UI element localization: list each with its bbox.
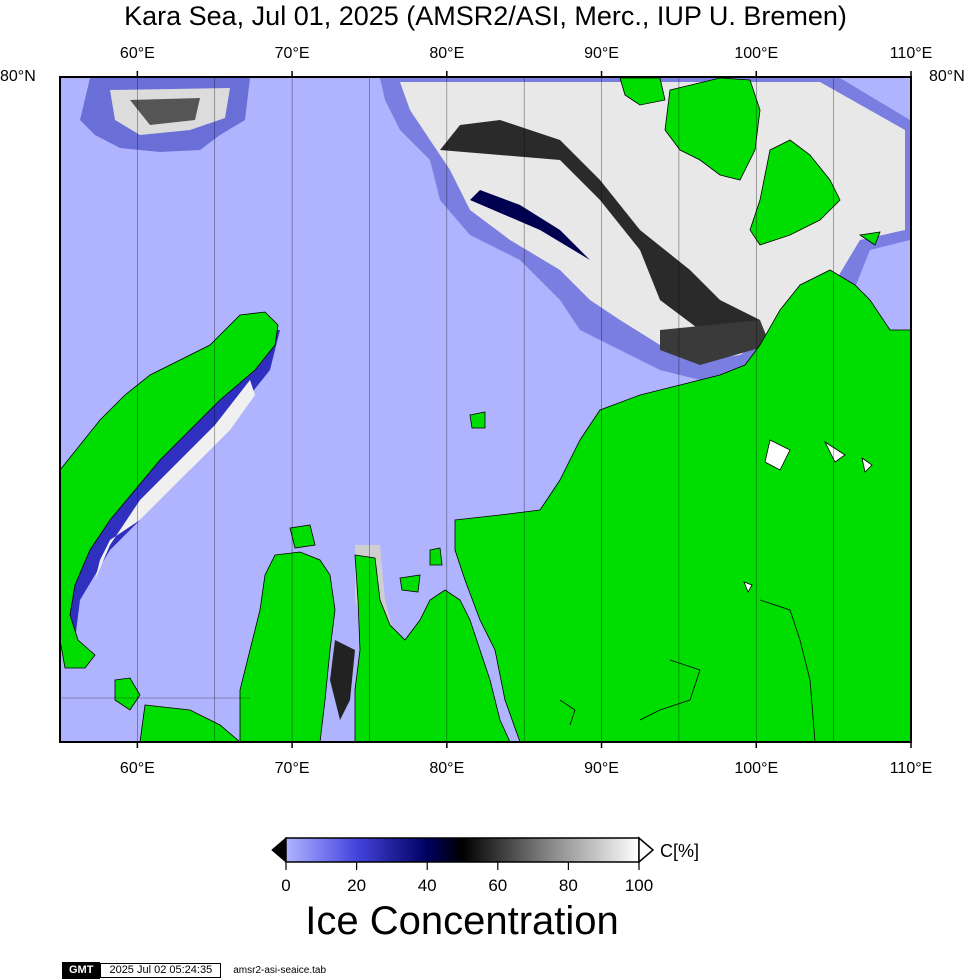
lon-label-bottom-90e: 90°E (584, 760, 619, 777)
lon-label-top-90e: 90°E (584, 45, 619, 62)
timestamp: 2025 Jul 02 05:24:35 (100, 962, 222, 978)
filename: amsr2-asi-seaice.tab (233, 964, 327, 976)
lon-label-bottom-60e: 60°E (119, 760, 155, 777)
lon-label-bottom-70e: 70°E (274, 760, 310, 777)
lon-label-top-100e: 100°E (734, 45, 779, 62)
longitude-gridlines (137, 77, 834, 742)
colorbar-tick-label-20: 20 (347, 876, 367, 895)
footer: GMT 2025 Jul 02 05:24:35 amsr2-asi-seaic… (62, 961, 327, 979)
colorbar-tick-label-40: 40 (417, 876, 437, 895)
lat-label-right: 80°N (929, 68, 965, 85)
map-frame (59, 76, 912, 743)
colorbar-tick-label-80: 80 (558, 876, 578, 895)
lon-label-top-80e: 80°E (429, 45, 465, 62)
lon-label-bottom-80e: 80°E (429, 760, 465, 777)
lon-label-top-70e: 70°E (274, 45, 310, 62)
lon-label-top-110e: 110°E (889, 45, 933, 62)
colorbar-title: Ice Concentration (305, 899, 619, 943)
map-title: Kara Sea, Jul 01, 2025 (AMSR2/ASI, Merc.… (124, 1, 847, 31)
colorbar-ticks (285, 862, 640, 870)
colorbar-tick-label-60: 60 (488, 876, 508, 895)
frame-ticks (136, 71, 912, 748)
colorbar-tick-label-100: 100 (624, 876, 654, 895)
colorbar-over-triangle (638, 836, 655, 864)
land (60, 77, 911, 742)
colorbar-tick-label-0: 0 (281, 876, 291, 895)
lon-label-bottom-110e: 110°E (889, 760, 933, 777)
colorbar (271, 836, 655, 870)
colorbar-under-triangle (271, 836, 287, 864)
rivers (559, 599, 816, 742)
colorbar-gradient (285, 837, 640, 863)
lon-label-bottom-100e: 100°E (734, 760, 779, 777)
lat-label-left: 80°N (0, 68, 36, 85)
inland-lakes (743, 439, 873, 593)
colorbar-unit: C[%] (660, 841, 700, 861)
lon-label-top-60e: 60°E (119, 45, 155, 62)
gmt-logo: GMT (62, 961, 101, 979)
